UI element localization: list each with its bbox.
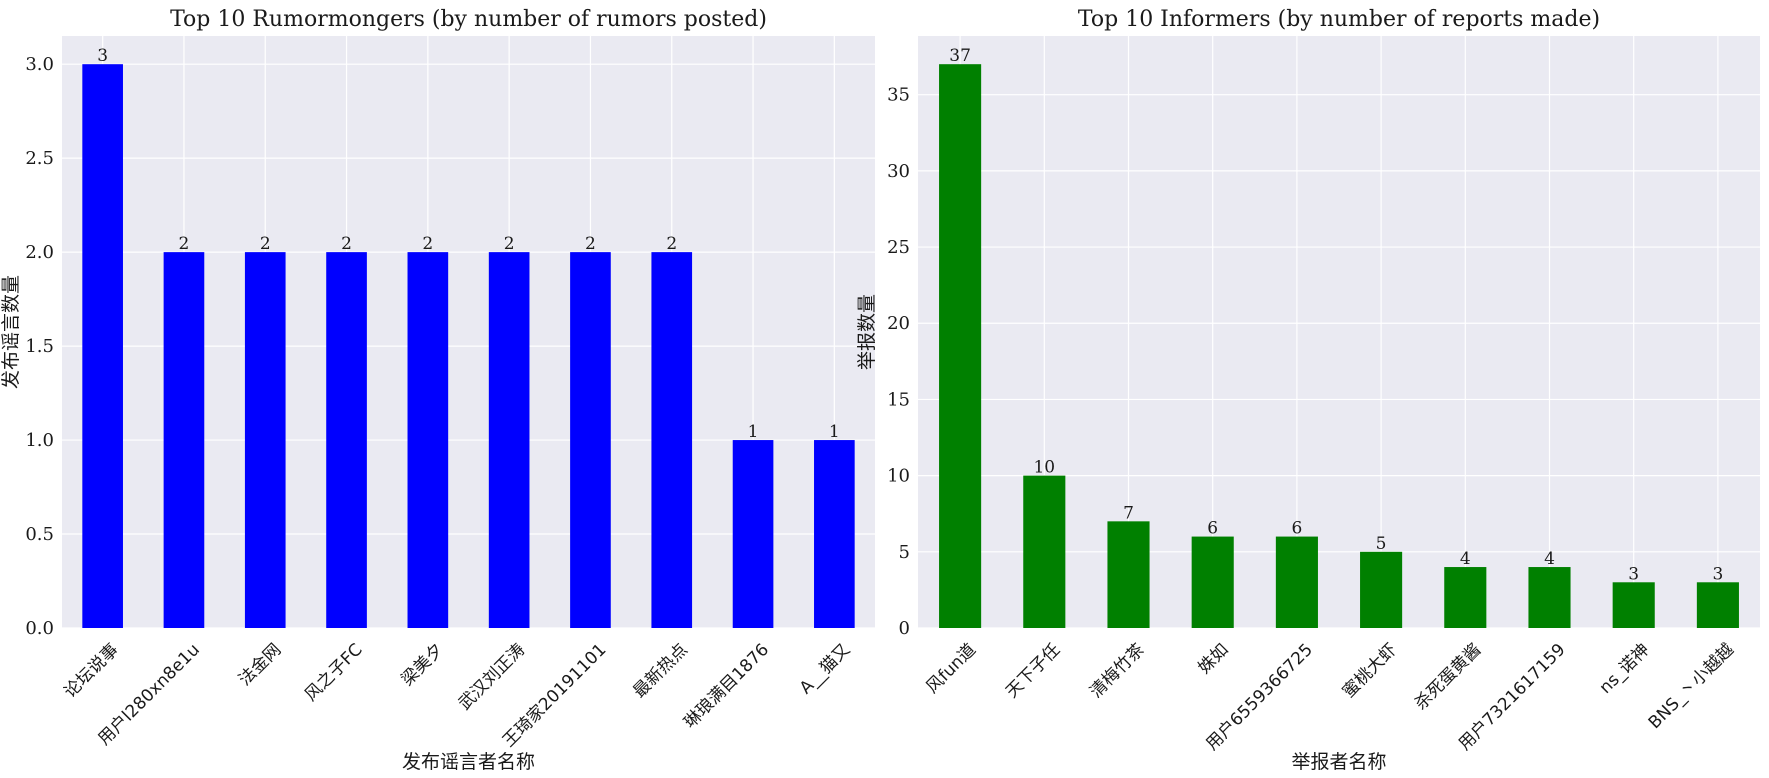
rumormongers-y-tick-label: 2.0 (25, 242, 54, 263)
rumormongers-bar-value-label: 1 (748, 422, 759, 442)
informers-bar (1528, 567, 1571, 628)
informers-y-tick-label: 20 (887, 313, 910, 334)
informers-data-labels: 37 10 7 6 6 5 4 4 3 3 (949, 46, 1723, 584)
informers-bar (1107, 521, 1150, 628)
rumormongers-bar (732, 440, 774, 628)
informers-y-tick-label: 10 (887, 466, 910, 487)
informers-y-tick-label: 35 (887, 85, 910, 106)
rumormongers-bars (82, 64, 855, 628)
rumormongers-bar (82, 64, 123, 628)
rumormongers-bar-value-label: 1 (829, 422, 840, 442)
informers-bar (1360, 551, 1403, 628)
rumormongers-chart-title: Top 10 Rumormongers (by number of rumors… (170, 7, 767, 32)
rumormongers-bar (488, 252, 530, 628)
rumormongers-x-axis-label: 发布谣言者名称 (402, 751, 535, 773)
rumormongers-bar-value-label: 3 (97, 46, 108, 66)
informers-y-tick-label: 0 (899, 618, 910, 639)
informers-tick-labels: 0 5 10 15 20 25 30 35 (887, 85, 910, 639)
informers-bar-value-label: 10 (1033, 458, 1055, 478)
rumormongers-bar (814, 440, 855, 628)
rumormongers-tick-labels: 0.0 0.5 1.0 1.5 2.0 2.5 3.0 (25, 54, 54, 639)
rumormongers-y-tick-label: 1.0 (25, 430, 54, 451)
informers-bar (1696, 582, 1739, 628)
informers-bar (1444, 567, 1487, 628)
rumormongers-bar (407, 252, 449, 628)
rumormongers-bar-value-label: 2 (422, 234, 433, 254)
rumormongers-bar-value-label: 2 (179, 234, 190, 254)
informers-bar (1191, 536, 1234, 628)
rumormongers-bar (651, 252, 693, 628)
informers-bar-value-label: 6 (1207, 519, 1218, 539)
informers-bar (1023, 475, 1066, 628)
informers-y-tick-label: 25 (887, 237, 910, 258)
informers-bar (939, 64, 982, 628)
informers-chart-title: Top 10 Informers (by number of reports m… (1078, 7, 1600, 32)
informers-y-tick-label: 15 (887, 389, 910, 410)
rumormongers-y-tick-label: 2.5 (25, 148, 54, 169)
informers-y-tick-label: 5 (899, 542, 910, 563)
informers-bar-value-label: 3 (1712, 564, 1723, 584)
rumormongers-bar-value-label: 2 (260, 234, 271, 254)
rumormongers-bar-value-label: 2 (504, 234, 515, 254)
informers-bar-value-label: 4 (1460, 549, 1471, 569)
informers-y-axis-label: 举报数量 (856, 294, 878, 370)
rumormongers-y-tick-label: 3.0 (25, 54, 54, 75)
informers-bar-value-label: 6 (1291, 519, 1302, 539)
rumormongers-data-labels: 3 2 2 2 2 2 2 2 1 1 (97, 46, 840, 442)
informers-bar (1612, 582, 1655, 628)
rumormongers-bar-value-label: 2 (666, 234, 677, 254)
informers-bar-value-label: 4 (1544, 549, 1555, 569)
informers-bar-value-label: 5 (1376, 534, 1387, 554)
rumormongers-bar (570, 252, 611, 628)
rumormongers-bar-value-label: 2 (341, 234, 352, 254)
rumormongers-bar (163, 252, 205, 628)
informers-bar-value-label: 7 (1123, 503, 1134, 523)
informers-bar (1275, 536, 1318, 628)
rumormongers-y-tick-label: 0.0 (25, 618, 54, 639)
rumormongers-bar (244, 252, 286, 628)
informers-bar-value-label: 3 (1628, 564, 1639, 584)
informers-bar-value-label: 37 (949, 46, 971, 66)
informers-x-axis-label: 举报者名称 (1291, 751, 1386, 773)
rumormongers-y-axis-label: 发布谣言数量 (0, 275, 22, 389)
informers-bars (939, 64, 1739, 628)
rumormongers-y-tick-label: 1.5 (25, 336, 54, 357)
informers-y-tick-label: 30 (887, 161, 910, 182)
rumormongers-bar (326, 252, 367, 628)
rumormongers-y-tick-label: 0.5 (25, 524, 54, 545)
rumormongers-bar-value-label: 2 (585, 234, 596, 254)
